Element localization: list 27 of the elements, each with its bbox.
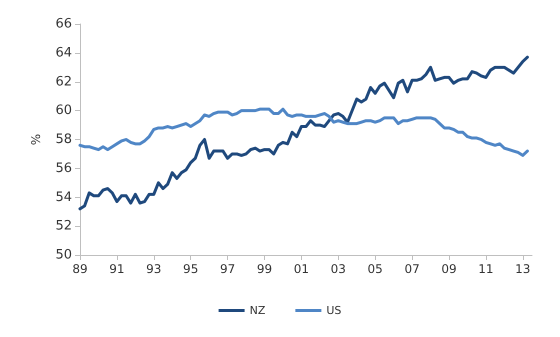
legend-label: US xyxy=(326,304,342,317)
x-tick-label: 05 xyxy=(368,262,383,276)
x-tick-label: 03 xyxy=(330,262,346,276)
x-tick-label: 93 xyxy=(146,262,162,276)
x-tick-label: 13 xyxy=(515,262,530,276)
y-tick-label: 52 xyxy=(55,218,72,234)
x-tick-label: 99 xyxy=(256,262,272,276)
x-tick-label: 97 xyxy=(220,262,236,276)
line-series xyxy=(78,108,529,157)
y-tick-label: 66 xyxy=(55,16,72,32)
y-tick-label: 60 xyxy=(55,103,72,118)
x-tick-label: 11 xyxy=(478,262,494,276)
y-tick-label: 50 xyxy=(55,248,72,262)
x-tick-label: 07 xyxy=(404,262,420,276)
y-tick-label: 56 xyxy=(55,160,72,176)
y-tick-label: 54 xyxy=(55,190,72,205)
legend-label: NZ xyxy=(250,304,266,317)
line-series xyxy=(78,56,529,210)
x-tick-label: 09 xyxy=(441,262,457,276)
x-tick-label: 01 xyxy=(294,262,310,276)
y-tick-label: 58 xyxy=(55,132,72,147)
y-axis-title: % xyxy=(29,134,43,146)
x-tick-label: 95 xyxy=(183,262,198,276)
y-tick-label: 62 xyxy=(55,74,72,90)
y-tick-label: 64 xyxy=(55,45,72,60)
x-tick-label: 89 xyxy=(72,262,88,276)
x-tick-label: 91 xyxy=(109,262,125,276)
